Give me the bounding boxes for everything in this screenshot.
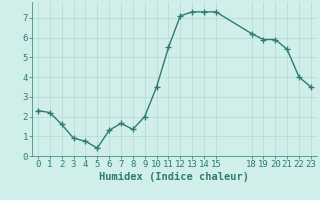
X-axis label: Humidex (Indice chaleur): Humidex (Indice chaleur) [100,172,249,182]
